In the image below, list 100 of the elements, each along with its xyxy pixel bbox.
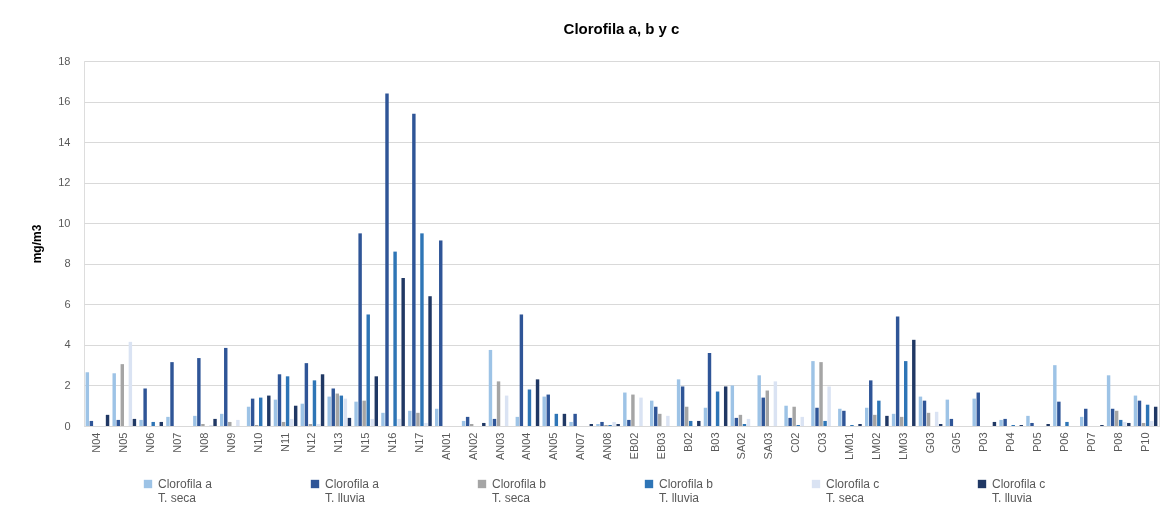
bar	[631, 394, 635, 426]
bar	[166, 416, 170, 426]
x-tick-label: N05	[117, 432, 130, 453]
y-tick-label: 12	[58, 176, 71, 189]
x-tick-label: N11	[278, 432, 291, 452]
x-tick-label: N17	[412, 432, 425, 453]
bar	[666, 415, 670, 426]
x-tick-label: P03	[977, 432, 990, 453]
bar	[201, 423, 205, 426]
bar	[1053, 365, 1057, 426]
bar	[428, 296, 432, 426]
x-tick-label: B02	[681, 432, 694, 453]
bar	[236, 419, 240, 426]
bar	[397, 418, 401, 426]
x-tick-label: N08	[197, 432, 210, 453]
x-tick-label: AN05	[547, 432, 560, 461]
bar	[838, 408, 842, 426]
bar	[354, 401, 358, 426]
bar	[416, 412, 420, 426]
bar	[1127, 422, 1131, 426]
x-tick-label: N12	[305, 432, 318, 453]
x-tick-label: AN03	[493, 432, 506, 461]
legend-label: Clorofila a T. lluvia	[325, 477, 380, 505]
y-tick-label: 6	[64, 297, 71, 310]
legend-label: Clorofila b T. seca	[492, 477, 547, 505]
bar	[197, 358, 201, 426]
x-tick-label: LM03	[896, 432, 909, 461]
y-tick-label: 18	[58, 54, 71, 67]
y-tick-label: 14	[58, 135, 71, 148]
bar	[569, 421, 573, 426]
bar	[267, 395, 271, 426]
bar	[811, 361, 815, 426]
legend-label: Clorofila a T. seca	[158, 477, 213, 505]
x-tick-label: EB03	[654, 432, 667, 460]
bar	[757, 375, 761, 426]
y-tick-label: 16	[58, 95, 71, 108]
bar	[697, 420, 701, 426]
bar	[358, 233, 362, 426]
bar	[842, 410, 846, 426]
bar	[193, 415, 197, 426]
x-tick-label: P07	[1084, 432, 1097, 453]
bar	[420, 233, 424, 426]
x-tick-label: EB02	[627, 432, 640, 460]
x-tick-label: LM02	[869, 432, 882, 461]
x-tick-label: AN02	[466, 432, 479, 461]
bar	[1065, 421, 1069, 426]
y-tick-label: 4	[64, 338, 71, 351]
bar	[827, 386, 831, 426]
bar	[596, 423, 600, 426]
x-tick-label: N16	[386, 432, 399, 453]
x-tick-label: AN01	[439, 432, 452, 461]
legend-label: Clorofila c T. seca	[826, 477, 880, 505]
bar	[327, 396, 331, 426]
bar	[788, 417, 792, 426]
bar	[1046, 423, 1050, 426]
bar	[873, 414, 877, 426]
y-tick-label: 8	[64, 257, 71, 270]
bar	[600, 421, 604, 426]
bar	[639, 397, 643, 426]
bar	[213, 418, 217, 426]
bar	[143, 388, 147, 426]
bar	[858, 423, 862, 426]
x-tick-label: N10	[251, 432, 264, 453]
bar	[542, 396, 546, 426]
bar	[627, 419, 631, 426]
x-tick-label: P06	[1057, 432, 1070, 453]
x-tick-label: B03	[708, 432, 721, 453]
bar	[385, 93, 389, 426]
bar	[381, 412, 385, 426]
bar	[877, 400, 881, 426]
bar	[612, 421, 616, 426]
bar	[401, 277, 405, 426]
bar	[139, 419, 143, 426]
x-tick-label: SA03	[762, 432, 775, 460]
x-tick-label: C03	[816, 432, 829, 453]
bar	[972, 398, 976, 426]
legend-label: Clorofila c T. lluvia	[992, 477, 1046, 505]
bar	[228, 421, 232, 426]
y-axis-title: mg/m3	[30, 224, 45, 264]
bar	[658, 413, 662, 426]
bar	[1057, 401, 1061, 426]
x-tick-label: N04	[90, 432, 103, 453]
bar	[823, 420, 827, 426]
bar	[482, 422, 486, 426]
bar	[393, 251, 397, 426]
bar	[815, 407, 819, 426]
x-tick-label: LM01	[842, 432, 855, 461]
bar	[1141, 422, 1146, 426]
bar	[412, 113, 416, 426]
y-tick-label: 0	[64, 419, 71, 432]
x-tick-label: G03	[923, 432, 936, 454]
x-tick-label: C02	[789, 432, 802, 453]
bar	[623, 392, 627, 426]
y-tick-label: 2	[64, 378, 71, 391]
x-tick-label: SA02	[735, 432, 748, 460]
x-tick-label: N15	[359, 432, 372, 453]
y-tick-label: 10	[58, 216, 71, 229]
bar	[1030, 422, 1034, 426]
bar	[616, 423, 620, 426]
bar	[1026, 415, 1030, 426]
